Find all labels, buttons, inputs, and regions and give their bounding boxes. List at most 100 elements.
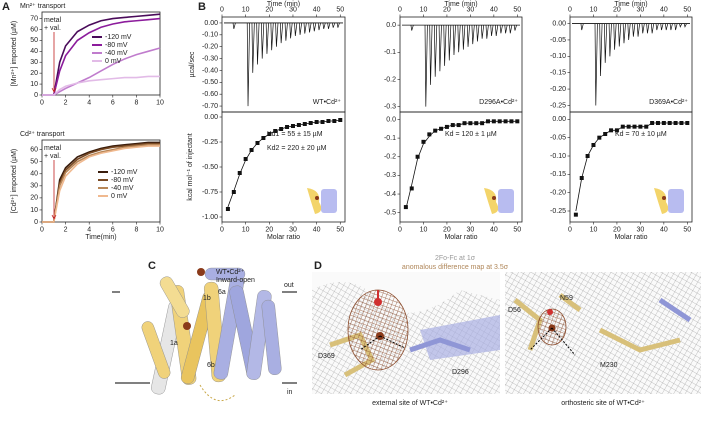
data-point [225,207,230,211]
injection-peak [424,25,428,107]
data-point [255,141,260,145]
x-tick-label: 50 [336,6,344,13]
y-tick-label: -0.20 [202,44,218,51]
data-point [644,124,649,129]
injection-peak [232,22,236,29]
x-tick-label: 0 [398,6,402,13]
injection-peak [599,23,603,76]
y-tick-label: -0.25 [550,208,566,215]
data-point [603,132,608,136]
injection-peak [289,22,293,39]
x-tick-label: 2 [64,226,68,233]
y-tick-label: -0.50 [202,79,218,86]
injection-peak [618,23,622,47]
x-axis-label: Time(min) [85,234,116,241]
injection-peak [317,22,321,31]
data-point [614,128,619,133]
series-line [42,75,160,96]
injection-peak [490,25,494,37]
injection-peak [429,25,433,85]
inset-icon [492,196,496,200]
y-tick-label: -0.4 [384,191,396,198]
x-tick-label: 6 [111,99,115,106]
y-tick-label: 60 [30,146,38,153]
data-point [302,122,307,126]
y-tick-label: 0.00 [552,20,566,27]
annotation: + val. [44,25,61,32]
annotation: Kd2 = 220 ± 20 µM [267,145,327,152]
x-tick-label: 10 [420,6,428,13]
data-point [679,121,684,125]
residue-label: N59 [560,295,573,302]
y-tick-label: -0.2 [384,154,396,161]
x-tick-label: 4 [87,226,91,233]
panel-label: D [314,260,322,272]
injection-peak [683,23,687,28]
data-point [626,124,631,129]
structure-title: WT•Cd²⁺ [216,269,245,276]
legend-label: -80 mV [111,177,134,184]
y-axis-label: [Cd²⁺] imported (µM) [11,149,18,214]
x-tick-label: 20 [265,6,273,13]
injection-peak [303,22,307,34]
y-tick-label: 0.00 [552,116,566,123]
y-tick-label: 0 [34,219,38,226]
x-tick-label: 20 [613,6,621,13]
residue-label: D369 [318,353,335,360]
injection-peak [452,25,456,56]
data-point [290,124,295,128]
x-tick-label: 10 [156,226,164,233]
x-tick-label: 50 [336,226,344,233]
inset-icon [662,196,666,200]
x-tick-label: 0 [568,6,572,13]
data-point [491,119,496,124]
plot-frame [399,111,523,223]
data-point [579,176,584,180]
injection-peak [457,25,461,53]
annotation: Kd1 = 55 ± 15 µM [267,131,323,138]
y-tick-label: -0.2 [384,76,396,83]
injection-peak [480,25,485,39]
y-tick-label: -0.70 [202,103,218,110]
data-point [597,135,602,140]
x-axis-label: Time (min) [444,1,477,8]
injection-peak [613,23,617,50]
y-tick-label: -0.25 [550,102,566,109]
map-caption: external site of WT•Cd²⁺ [372,400,448,407]
injection-peak [410,25,414,31]
event-arrow [51,160,57,220]
injection-peak [499,25,503,34]
x-tick-label: 4 [87,99,91,106]
data-point [685,121,690,125]
y-axis-label: [Mn²⁺] imported (µM) [11,21,18,86]
plot-frame [41,11,161,96]
chart-title: Mn²⁺ transport [20,3,65,10]
legend-label: -40 mV [111,185,134,192]
data-point [231,190,236,194]
y-tick-label: -0.1 [384,135,396,142]
plot-frame [41,139,161,223]
injection-peak [332,22,336,28]
data-point [462,121,467,126]
injection-peak [265,22,269,54]
data-point [279,127,284,131]
data-point [332,119,337,123]
series-line [42,145,160,223]
membrane-label: in [287,389,293,396]
x-tick-label: 30 [466,226,474,233]
legend-label: 0 mV [105,58,122,65]
x-axis-label: Molar ratio [614,234,647,241]
y-tick-label: -0.75 [202,189,218,196]
injection-peak [669,23,673,31]
x-tick-label: 50 [683,6,691,13]
y-tick-label: 0.0 [386,22,396,29]
injection-peak [256,22,260,65]
data-point [237,171,242,175]
injection-peak [476,25,480,42]
panel-label: B [198,1,206,13]
structure [112,267,297,402]
x-tick-label: 10 [420,226,428,233]
data-point [655,121,660,125]
event-arrow [51,32,57,93]
structure-subtitle: Inward-open [216,277,255,284]
